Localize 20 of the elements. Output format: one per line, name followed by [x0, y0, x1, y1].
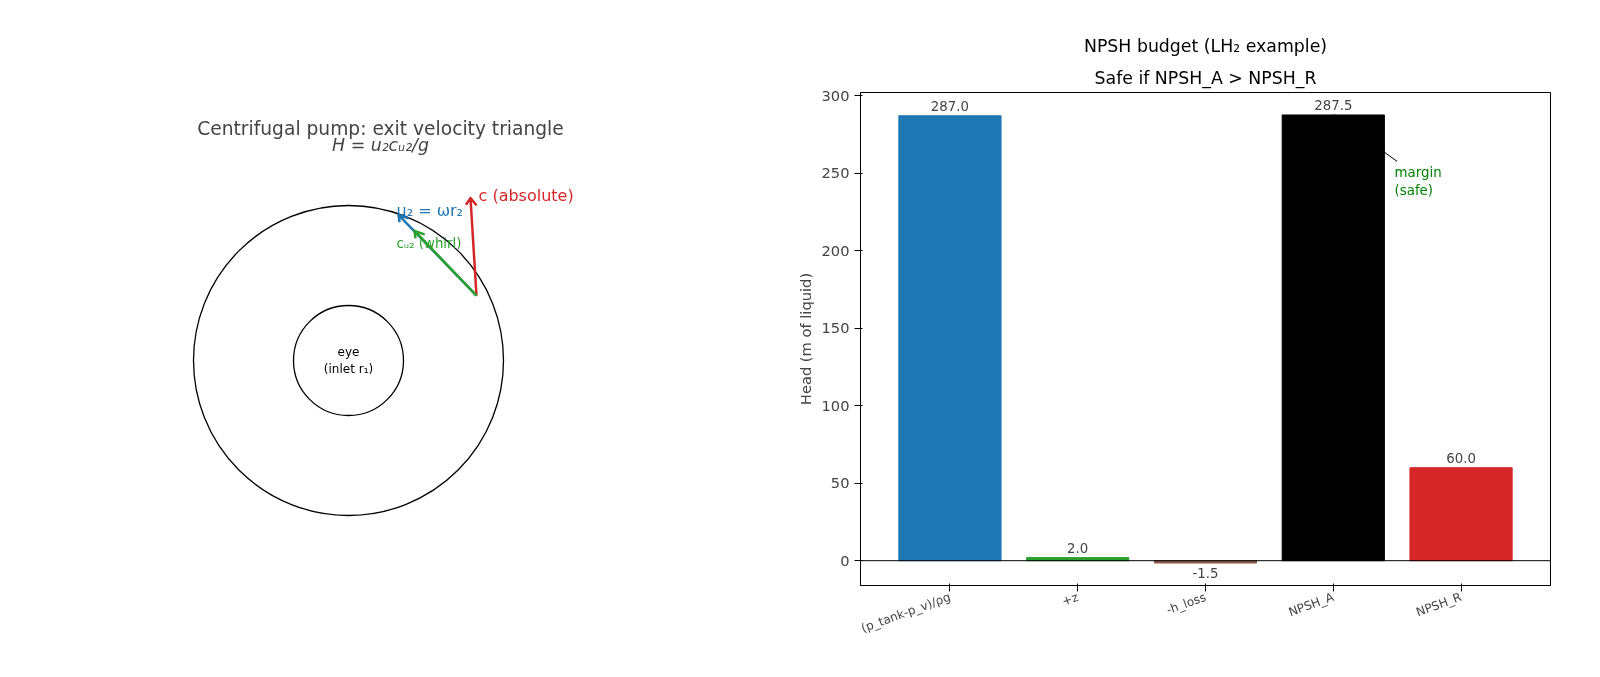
y-tick-label: 0: [840, 551, 850, 569]
y-tick-label: 250: [821, 164, 850, 182]
x-tick-label: -h_loss: [1164, 589, 1208, 618]
y-tick-label: 50: [830, 474, 850, 492]
data-label: 2.0: [1067, 540, 1089, 556]
data-label: 60.0: [1446, 450, 1476, 466]
data-label: -1.5: [1192, 566, 1219, 582]
y-tick-label: 300: [821, 86, 850, 104]
annotation: margin (safe): [1394, 164, 1442, 198]
data-label: 287.5: [1314, 97, 1353, 113]
y-tick-label: 150: [821, 319, 850, 337]
data-label: 287.0: [930, 98, 970, 114]
y-axis-title: Head (m of liquid): [796, 272, 814, 406]
x-tick-label: +z: [1059, 589, 1081, 609]
text: eye (inlet r₁): [323, 345, 374, 376]
y-tick-label: 100: [821, 396, 850, 414]
text: c (absolute): [478, 186, 574, 206]
chart-title: NPSH budget (LH₂ example): [1083, 35, 1328, 56]
chart-subtitle: Safe if NPSH_A > NPSH_R: [1094, 67, 1317, 89]
y-tick-label: 200: [821, 241, 850, 259]
